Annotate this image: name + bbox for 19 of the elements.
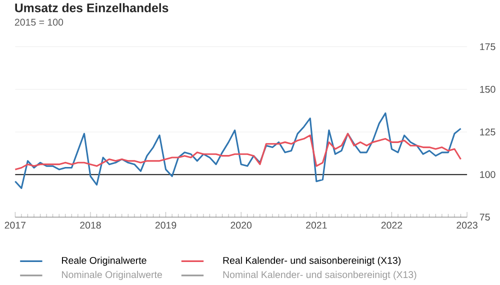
chart-title: Umsatz des Einzelhandels [15,3,168,12]
legend-label: Reale Originalwerte [62,256,146,266]
legend-label: Nominal Kalender- und saisonbereinigt (X13) [223,270,416,280]
legend-label: Nominale Originalwerte [62,270,162,280]
y-tick-label: 75 [480,214,490,221]
chart-subtitle: 2015 = 100 [14,18,64,26]
y-tick-label: 150 [480,86,496,93]
x-tick-label: 2023 [456,222,478,229]
legend-label: Real Kalender- und saisonbereinigt (X13) [223,256,401,266]
y-tick-label: 125 [480,128,496,136]
y-tick-label: 100 [480,171,496,178]
x-tick-label: 2017 [4,222,26,229]
y-tick-label: 175 [480,43,496,50]
x-tick-label: 2018 [80,222,101,229]
x-tick-label: 2019 [155,222,176,229]
x-tick-label: 2020 [230,222,252,229]
x-tick-label: 2021 [306,222,327,229]
x-tick-label: 2022 [381,222,402,229]
line-series [14,112,462,189]
